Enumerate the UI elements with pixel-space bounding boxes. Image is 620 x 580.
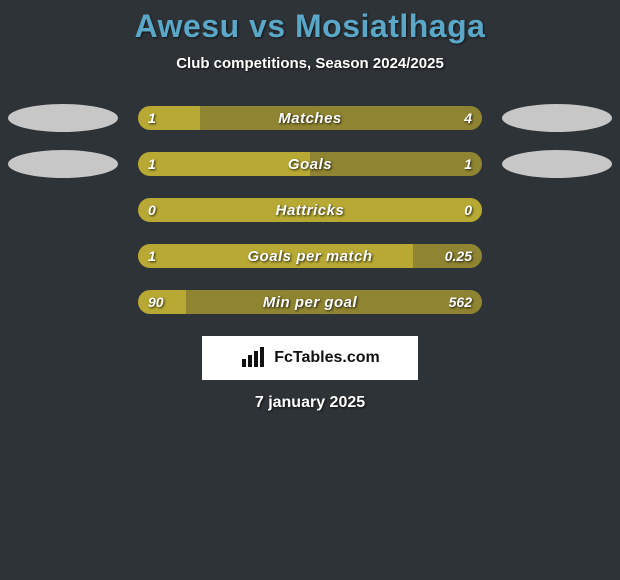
date-text: 7 january 2025 [0, 394, 620, 412]
stat-label: Hattricks [138, 198, 482, 222]
stat-row: 90Min per goal562 [0, 290, 620, 314]
player1-marker [8, 104, 118, 132]
stat-value-player2: 0.25 [445, 244, 472, 268]
stat-value-player2: 0 [464, 198, 472, 222]
stat-label: Min per goal [138, 290, 482, 314]
logo-text: FcTables.com [274, 349, 380, 367]
stat-bar: 0Hattricks0 [138, 198, 482, 222]
stat-value-player2: 1 [464, 152, 472, 176]
player2-marker [502, 104, 612, 132]
stat-bar: 1Goals per match0.25 [138, 244, 482, 268]
player1-marker [8, 150, 118, 178]
stat-label: Matches [138, 106, 482, 130]
stat-rows: 1Matches41Goals10Hattricks01Goals per ma… [0, 106, 620, 314]
stat-row: 1Goals1 [0, 152, 620, 176]
stat-row: 0Hattricks0 [0, 198, 620, 222]
stat-bar: 1Goals1 [138, 152, 482, 176]
player2-marker [502, 150, 612, 178]
subtitle: Club competitions, Season 2024/2025 [0, 55, 620, 72]
stat-bar: 90Min per goal562 [138, 290, 482, 314]
stat-label: Goals per match [138, 244, 482, 268]
stat-value-player2: 562 [449, 290, 472, 314]
stat-row: 1Matches4 [0, 106, 620, 130]
stat-value-player2: 4 [464, 106, 472, 130]
fctables-logo[interactable]: FcTables.com [202, 336, 418, 380]
stat-label: Goals [138, 152, 482, 176]
page-title: Awesu vs Mosiatlhaga [0, 8, 620, 45]
stat-bar: 1Matches4 [138, 106, 482, 130]
bars-icon [240, 347, 268, 369]
stat-row: 1Goals per match0.25 [0, 244, 620, 268]
comparison-widget: Awesu vs Mosiatlhaga Club competitions, … [0, 0, 620, 412]
